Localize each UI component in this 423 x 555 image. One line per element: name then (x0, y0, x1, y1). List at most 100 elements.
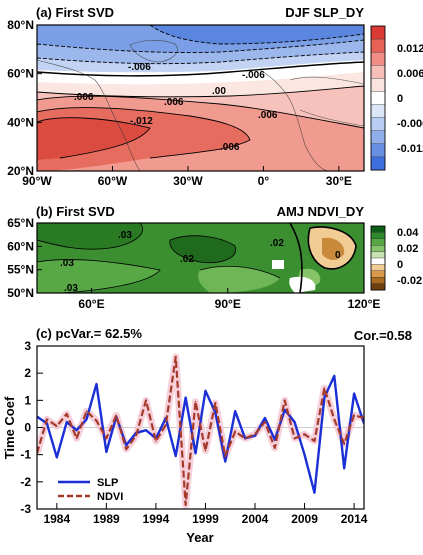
slp-point (85, 418, 88, 421)
contour-label: .02 (180, 254, 194, 265)
y-tick-label: 55°N (7, 263, 34, 277)
panel-a: (a) First SVD DJF SLP_DY (7, 5, 423, 188)
colorbar-cell (370, 238, 386, 246)
panel-b-map: .03 .03 .03 .02 .02 0 (37, 223, 364, 294)
panel-b-colorbar: 0.04 0.02 0 -0.02 (370, 225, 422, 291)
slp-point (293, 421, 296, 423)
panel-b-axes: 60°E 90°E 120°E 50°N 55°N 60°N 65°N (7, 216, 380, 311)
ndvi-point (115, 414, 118, 417)
colorbar-cell (370, 38, 386, 53)
slp-point (353, 392, 355, 395)
ndvi-point (56, 425, 58, 427)
colorbar-cell (370, 25, 386, 40)
slp-point (184, 396, 187, 399)
slp-point (125, 444, 127, 446)
x-tick-label: 90°E (215, 297, 241, 311)
ndvi-point (313, 440, 316, 442)
ndvi-point (244, 437, 246, 440)
slp-point (145, 429, 147, 432)
x-tick-label: 2004 (242, 512, 269, 526)
panel-a-title: DJF SLP_DY (285, 5, 364, 20)
colorbar-cell (370, 277, 386, 285)
panel-b-label: (b) First SVD (36, 204, 115, 219)
colorbar-cell (370, 225, 386, 233)
slp-point (204, 390, 207, 392)
colorbar-cell (370, 65, 386, 79)
contour-label: -.012 (130, 116, 153, 127)
ndvi-point (274, 447, 276, 449)
colorbar-tick-label: 0 (397, 93, 403, 105)
y-tick-label: 65°N (7, 216, 34, 230)
colorbar-cell (370, 104, 386, 119)
contour-label: -.006 (128, 62, 151, 73)
colorbar-cell (370, 232, 386, 240)
contour-label: .03 (64, 283, 78, 294)
slp-point (105, 451, 108, 453)
panel-a-label: (a) First SVD (36, 5, 114, 20)
contour-label: 0 (335, 250, 341, 261)
ndvi-point (333, 418, 336, 421)
ndvi-point (174, 356, 177, 358)
ndvi-series-line (37, 355, 364, 507)
x-tick-label: 30°E (326, 174, 352, 188)
slp-point (56, 456, 58, 459)
ndvi-point (145, 399, 147, 402)
colorbar-cell (370, 257, 386, 265)
slp-point (254, 434, 256, 437)
x-tick-label: 120°E (348, 297, 381, 311)
ndvi-point (204, 449, 207, 452)
colorbar-cell (370, 130, 386, 145)
y-tick-label: 1 (24, 393, 31, 407)
panel-c-annotation: Cor.=0.58 (354, 328, 412, 343)
colorbar-frame (370, 25, 386, 171)
contour-label: .006 (220, 142, 240, 153)
x-tick-label: 1989 (93, 512, 120, 526)
y-tick-label: 0 (24, 421, 31, 435)
ndvi-point (65, 413, 68, 415)
panel-a-colorbar: 0.012 0.006 0 -0.006 -0.012 (370, 25, 423, 171)
x-tick-label: 1994 (143, 512, 170, 526)
panel-b: (b) First SVD AMJ NDVI_DY .03 (7, 204, 422, 311)
slp-point (303, 453, 306, 456)
panel-c-label: (c) pcVar.= 62.5% (36, 326, 142, 341)
colorbar-cell (370, 264, 386, 272)
ndvi-point (95, 419, 98, 422)
contour-label: .03 (60, 258, 74, 269)
ndvi-point (85, 410, 88, 413)
slp-point (343, 467, 345, 470)
slp-point (283, 409, 286, 411)
x-tick-label: 90°W (22, 174, 52, 188)
colorbar-cell (370, 91, 386, 106)
ndvi-point (214, 402, 217, 404)
y-tick-label: 2 (24, 366, 31, 380)
y-tick-label: 3 (24, 339, 31, 353)
x-tick-label: 2009 (291, 512, 318, 526)
x-tick-label: 1984 (43, 512, 70, 526)
y-axis-label: Time Coef (2, 396, 17, 459)
ndvi-point (155, 440, 157, 442)
y-tick-label: 60°N (7, 239, 34, 253)
x-tick-label: 0° (258, 174, 270, 188)
y-tick-label: -3 (20, 502, 31, 516)
slp-point (194, 452, 197, 455)
y-tick-label: -1 (20, 448, 31, 462)
ndvi-point (224, 455, 227, 457)
panel-c-axes: 1984 1989 1994 1999 2004 2009 2014 -3 -2 -1 0 1 2 3 (20, 339, 367, 526)
colorbar-tick-label: 0.04 (397, 227, 419, 239)
ndvi-point (184, 504, 187, 506)
slp-series-line (37, 374, 364, 494)
panel-b-title: AMJ NDVI_DY (277, 204, 365, 219)
colorbar-cell (370, 78, 386, 92)
y-tick-label: -2 (20, 475, 31, 489)
ndvi-point (46, 418, 48, 421)
panel-b-frame (36, 222, 365, 294)
panel-c: (c) pcVar.= 62.5% Cor.=0.58 1984 1989 1994… (2, 326, 412, 545)
ndvi-point (264, 421, 266, 423)
x-tick-label: 60°E (78, 297, 104, 311)
slp-point (214, 411, 217, 414)
y-tick-label: 60°N (7, 67, 34, 81)
colorbar-cell (370, 143, 386, 158)
ndvi-point (165, 423, 167, 426)
slp-point (333, 375, 336, 377)
